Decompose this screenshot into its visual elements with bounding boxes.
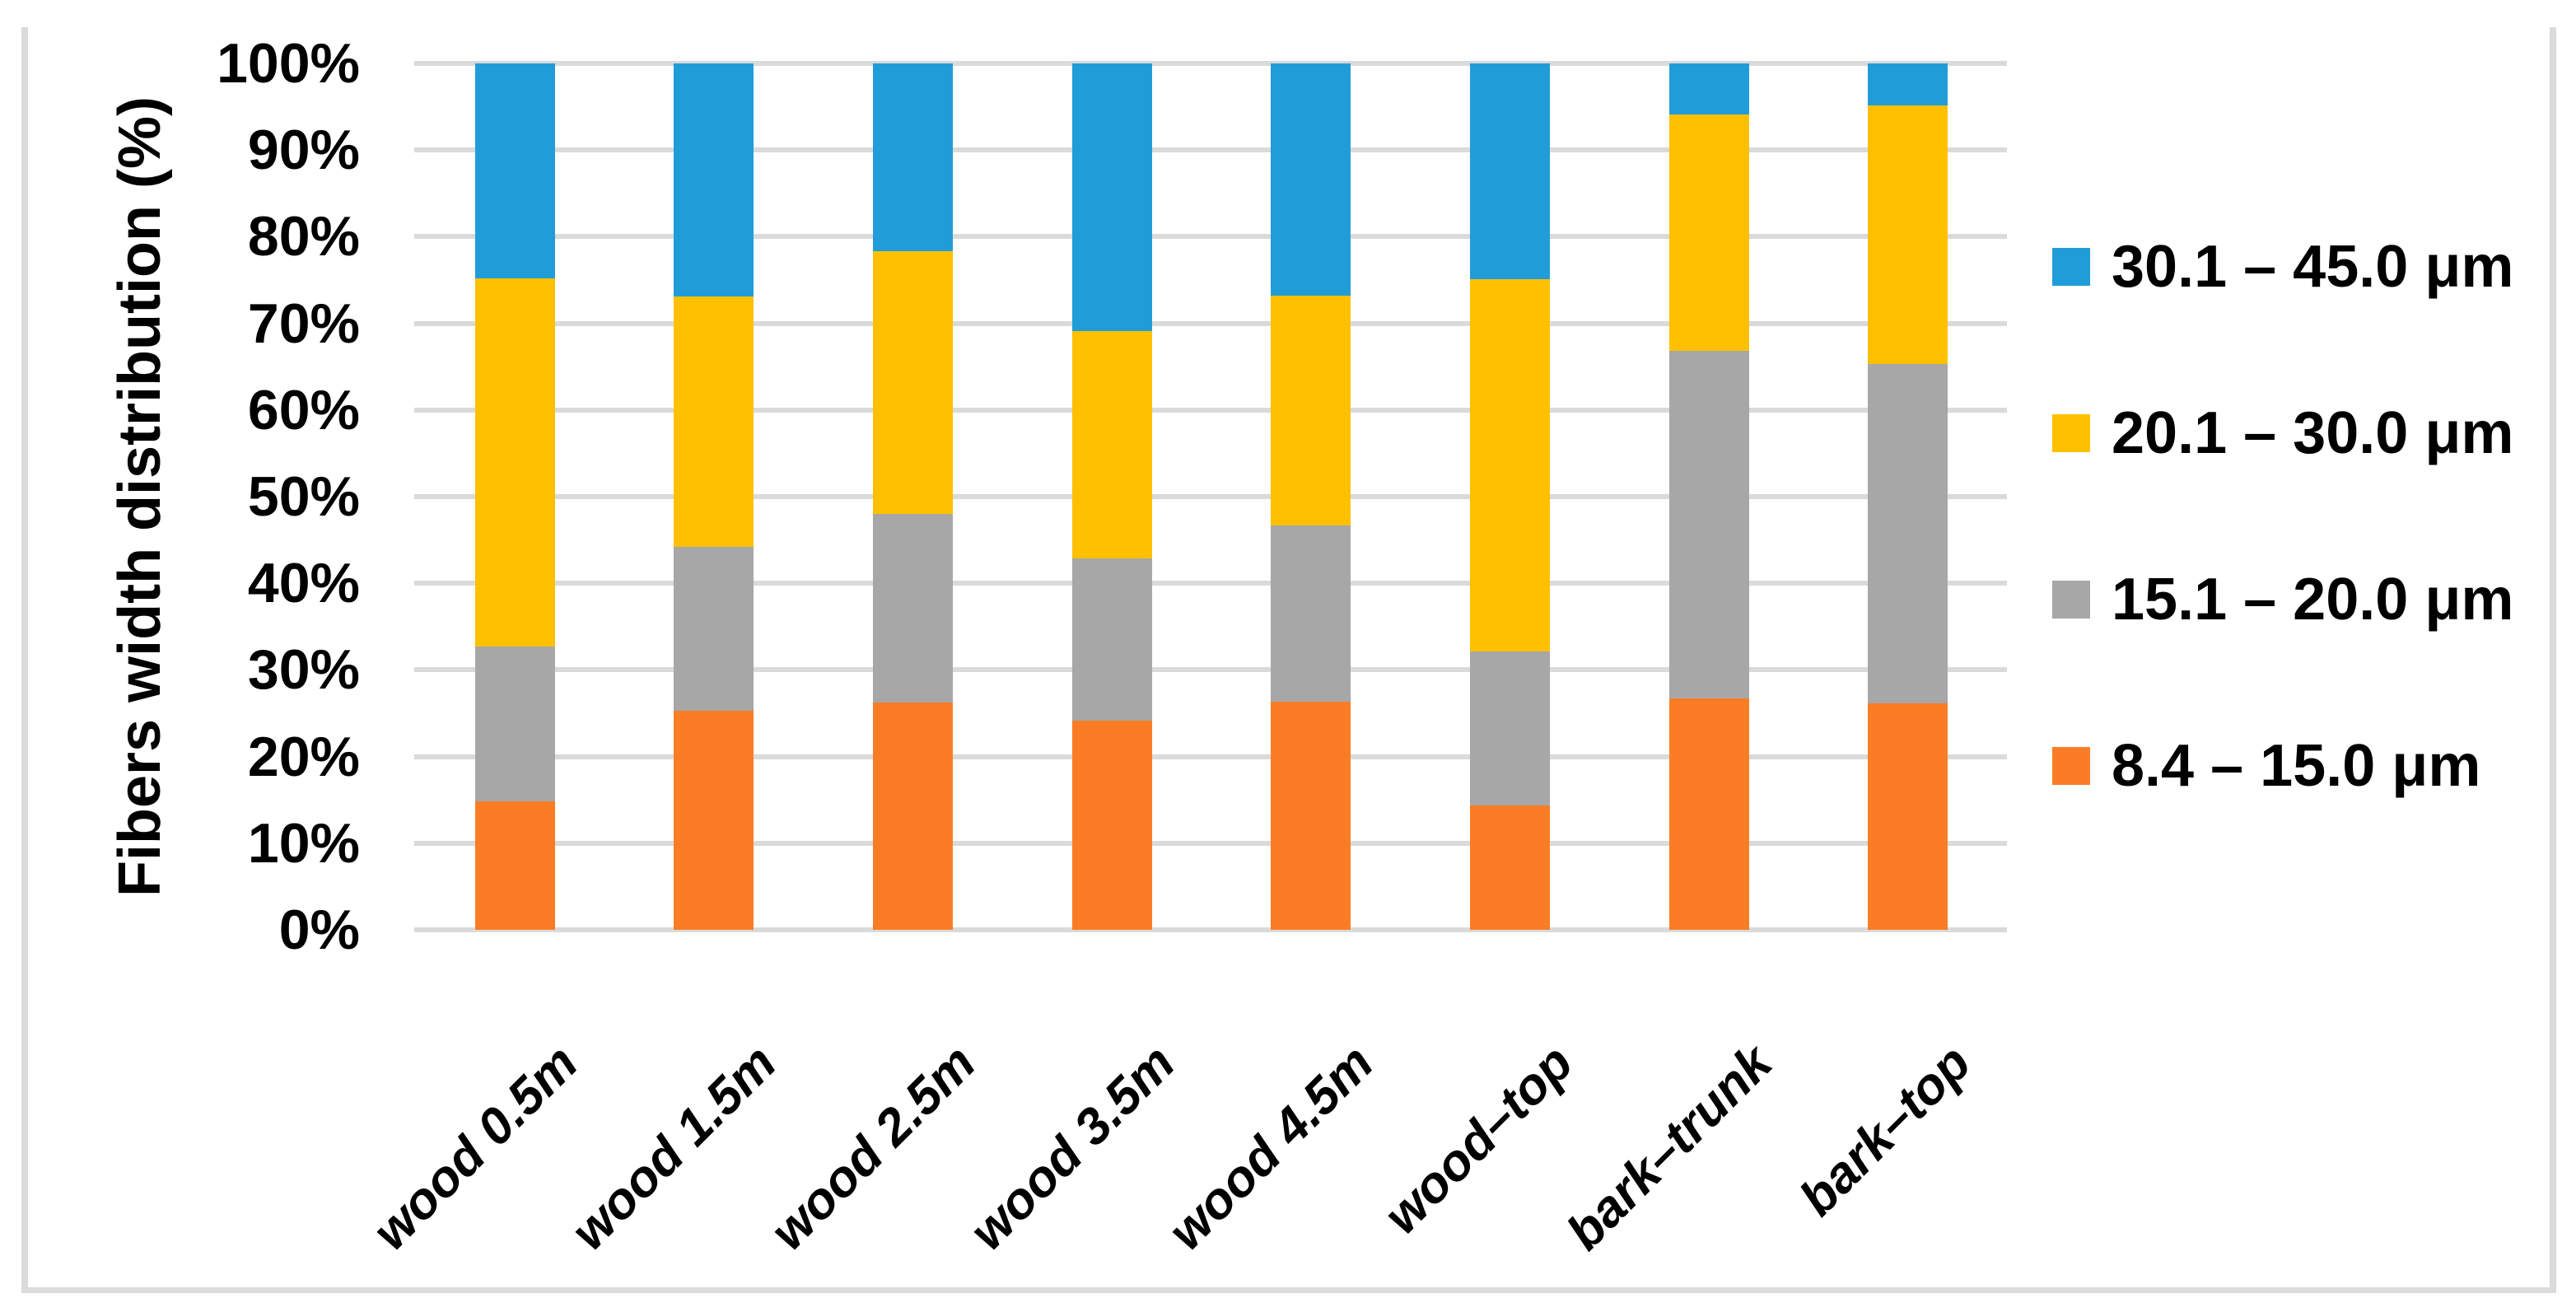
legend-swatch-icon [2052,581,2090,619]
bar-segment-wood-top-30.1-45.0-m [1470,63,1550,279]
y-tick-label-90: 90% [247,119,360,182]
bar-segment-wood-1.5m-20.1-30.0-m [674,296,754,548]
legend-swatch-icon [2052,747,2090,785]
bar-segment-wood-3.5m-15.1-20.0-m [1071,558,1152,721]
bar-segment-bark-trunk-15.1-20.0-m [1668,351,1749,699]
bar-segment-wood-0.5m-20.1-30.0-m [474,278,555,647]
bar-segment-wood-2.5m-8.4-15.0-m [872,703,953,930]
bar-segment-wood-4.5m-15.1-20.0-m [1271,525,1351,703]
y-tick-label-20: 20% [247,725,360,788]
bar-segment-bark-top-30.1-45.0-m [1868,63,1948,105]
figure-border [21,27,2556,1293]
y-tick-label-30: 30% [247,638,360,702]
legend-item-30.1-45.0-m: 30.1 – 45.0 μm [2052,234,2513,300]
bar-segment-wood-4.5m-20.1-30.0-m [1271,295,1351,525]
bar-segment-bark-trunk-30.1-45.0-m [1668,63,1749,115]
bar-segment-wood-0.5m-15.1-20.0-m [474,647,555,802]
bar-segment-wood-0.5m-8.4-15.0-m [474,801,555,930]
gridline-90 [414,147,2007,153]
legend-label: 15.1 – 20.0 μm [2112,567,2514,633]
bar-segment-wood-1.5m-30.1-45.0-m [674,63,754,296]
legend-label: 8.4 – 15.0 μm [2112,733,2481,799]
legend-label: 30.1 – 45.0 μm [2112,234,2514,300]
bar-segment-wood-2.5m-15.1-20.0-m [872,514,953,703]
bar-segment-bark-top-8.4-15.0-m [1868,703,1948,930]
y-tick-label-100: 100% [217,32,360,95]
bar-segment-wood-3.5m-8.4-15.0-m [1071,721,1152,930]
y-tick-label-40: 40% [247,552,360,615]
gridline-0 [414,927,2007,932]
gridline-100 [414,61,2007,66]
bar-segment-wood-top-8.4-15.0-m [1470,805,1550,930]
bar-segment-bark-top-20.1-30.0-m [1868,105,1948,365]
bar-segment-wood-top-15.1-20.0-m [1470,651,1550,805]
bar-segment-wood-1.5m-15.1-20.0-m [674,547,754,711]
y-tick-label-60: 60% [247,378,360,441]
gridline-60 [414,407,2007,413]
y-tick-label-50: 50% [247,465,360,528]
y-tick-label-80: 80% [247,205,360,268]
bar-segment-wood-0.5m-30.1-45.0-m [474,63,555,278]
bar-segment-wood-2.5m-30.1-45.0-m [872,63,953,252]
gridline-80 [414,234,2007,240]
y-tick-label-70: 70% [247,292,360,355]
bar-segment-wood-4.5m-8.4-15.0-m [1271,702,1351,930]
bar-segment-bark-trunk-20.1-30.0-m [1668,114,1749,352]
bar-segment-wood-4.5m-30.1-45.0-m [1271,63,1351,296]
bar-segment-bark-top-15.1-20.0-m [1868,364,1948,704]
y-tick-label-10: 10% [247,811,360,875]
legend-item-20.1-30.0-m: 20.1 – 30.0 μm [2052,400,2513,466]
gridline-50 [414,494,2007,499]
gridline-70 [414,320,2007,326]
legend-swatch-icon [2052,248,2090,286]
plot-area [414,61,2007,932]
legend-item-15.1-20.0-m: 15.1 – 20.0 μm [2052,567,2513,633]
bar-segment-bark-trunk-8.4-15.0-m [1668,698,1749,930]
y-tick-label-0: 0% [278,899,360,961]
bar-segment-wood-3.5m-30.1-45.0-m [1071,63,1152,332]
gridline-40 [414,581,2007,586]
gridline-20 [414,754,2007,759]
legend-item-8.4-15.0-m: 8.4 – 15.0 μm [2052,733,2480,799]
bar-segment-wood-2.5m-20.1-30.0-m [872,251,953,515]
gridline-10 [414,840,2007,846]
bar-segment-wood-top-20.1-30.0-m [1470,278,1550,652]
legend-swatch-icon [2052,414,2090,452]
bar-segment-wood-3.5m-20.1-30.0-m [1071,331,1152,558]
legend-label: 20.1 – 30.0 μm [2112,400,2514,466]
bar-segment-wood-1.5m-8.4-15.0-m [674,710,754,930]
gridline-30 [414,667,2007,673]
